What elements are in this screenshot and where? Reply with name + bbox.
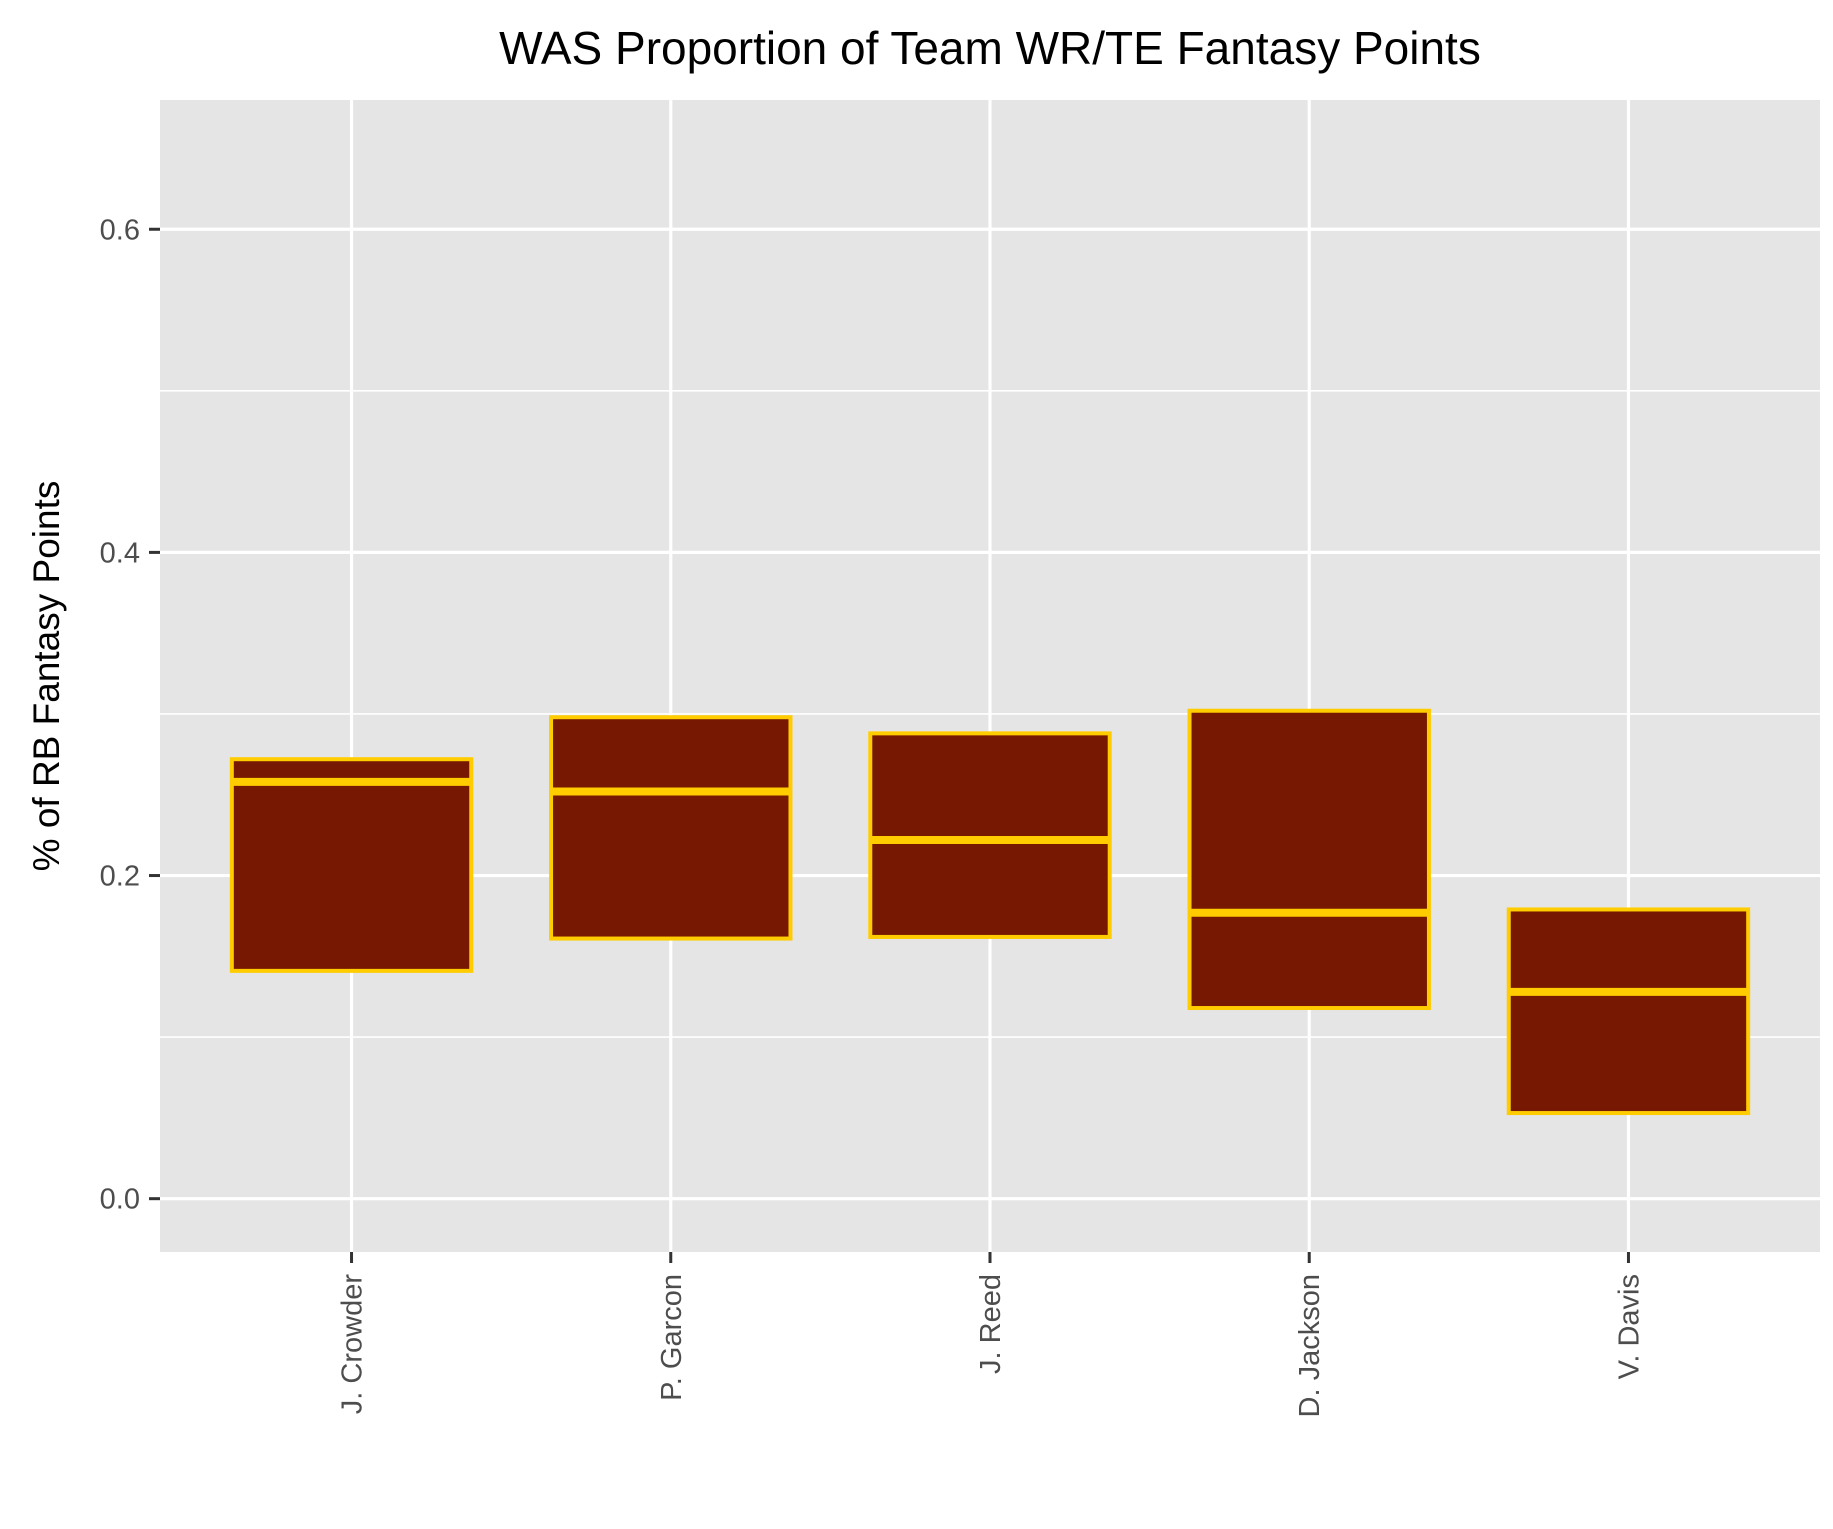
x-tick-label: P. Garcon (656, 1274, 688, 1401)
y-tick-label: 0.6 (100, 214, 140, 246)
y-axis: 0.0 0.2 0.4 0.6 (100, 214, 160, 1215)
y-axis-title: % of RB Fantasy Points (26, 481, 67, 872)
y-tick-label: 0.0 (100, 1184, 140, 1216)
y-tick-label: 0.2 (100, 861, 140, 893)
box-j-reed (870, 733, 1109, 937)
box-j-crowder (232, 759, 471, 971)
x-axis: J. Crowder P. Garcon J. Reed D. Jackson V. D… (337, 1252, 1646, 1417)
chart-title: WAS Proportion of Team WR/TE Fantasy Poi… (499, 22, 1481, 74)
x-tick-label: J. Reed (975, 1274, 1007, 1374)
x-tick-label: V. Davis (1613, 1274, 1645, 1379)
box-d-jackson (1190, 711, 1429, 1008)
box-v-davis (1509, 909, 1748, 1113)
box-p-garcon (551, 717, 790, 938)
x-tick-label: J. Crowder (337, 1274, 369, 1415)
y-tick-label: 0.4 (100, 537, 140, 569)
x-tick-label: D. Jackson (1294, 1274, 1326, 1417)
